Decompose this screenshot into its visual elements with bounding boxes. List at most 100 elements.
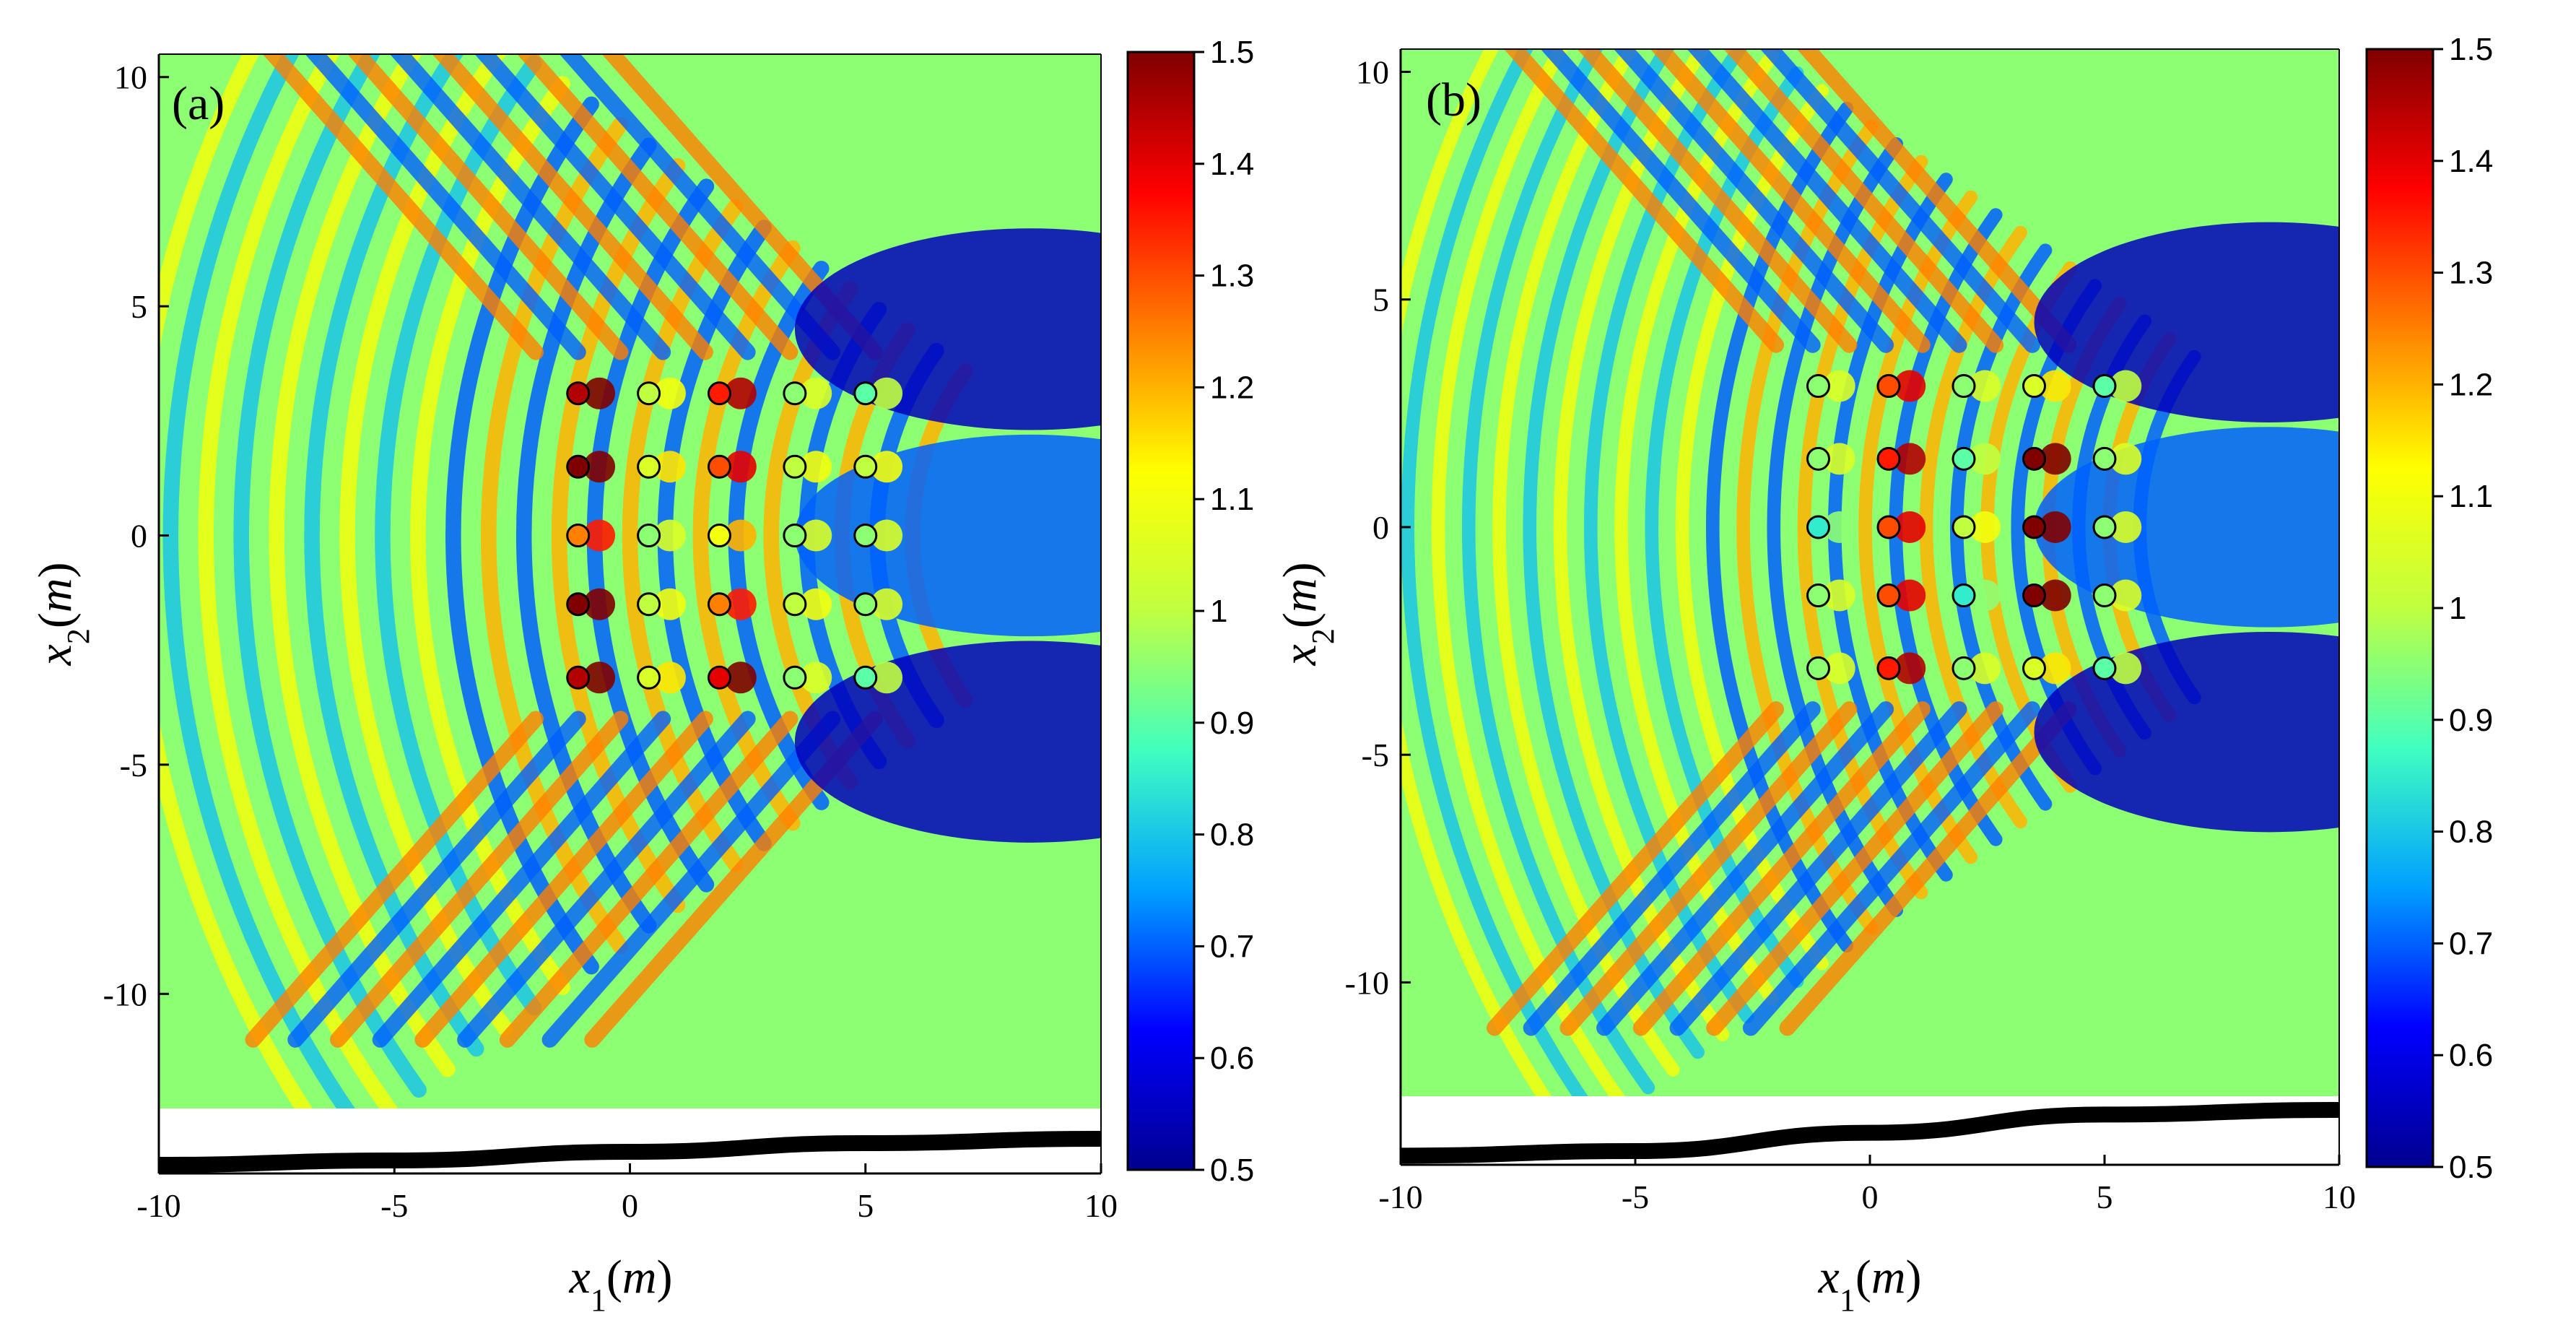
- diffraction-band: [1504, 49, 1784, 353]
- y-axis-label: x2(m): [1274, 563, 1341, 667]
- diffraction-band: [1632, 701, 1931, 1036]
- wave-crest: [692, 240, 801, 831]
- cylinder: [783, 665, 807, 690]
- colorbar-tick-label: 0.5: [1210, 1153, 1254, 1188]
- wave-crest: [1462, 49, 1655, 1095]
- cylinder-halo: [1823, 370, 1855, 402]
- wave-crest: [445, 96, 599, 975]
- cylinder-halo: [653, 661, 686, 694]
- colorbar-tick-label: 0.6: [2449, 1038, 2493, 1073]
- wave-crest: [622, 199, 743, 872]
- colorbar-tick-label: 1.4: [2449, 144, 2493, 179]
- shadow-zone: [794, 228, 1101, 843]
- cylinder-halo: [2039, 443, 2071, 475]
- y-tick-label: -10: [103, 976, 147, 1012]
- cylinder: [2092, 515, 2117, 539]
- diffraction-band: [432, 54, 713, 360]
- cylinder: [566, 381, 591, 406]
- cylinder-halo: [1969, 652, 2001, 685]
- cylinder-halo: [1894, 511, 1926, 543]
- diffraction-band: [1706, 701, 2004, 1036]
- cylinder: [1951, 446, 1976, 471]
- panel-label: (a): [172, 77, 225, 130]
- colorbar-tick-label: 1.5: [1210, 35, 1254, 70]
- cylinder: [637, 665, 661, 690]
- cylinder: [2022, 583, 2046, 608]
- wave-crest: [162, 54, 355, 1108]
- y-tick-label: 10: [114, 59, 147, 96]
- diffraction-band: [1779, 701, 2077, 1036]
- cylinder-halo: [2039, 652, 2071, 685]
- diffraction-band: [457, 711, 756, 1048]
- diffraction-band: [1577, 49, 1858, 353]
- wave-crest: [375, 55, 542, 1016]
- wave-crest: [1675, 84, 1829, 971]
- cylinder: [853, 454, 878, 479]
- heatmap-plot-area: [159, 54, 1101, 1108]
- y-axis-label: x2(m): [29, 563, 96, 667]
- cylinder-halo: [653, 451, 686, 483]
- x-tick-label: -10: [136, 1187, 180, 1224]
- cylinder: [853, 381, 878, 406]
- y-tick-label: 5: [1372, 282, 1389, 318]
- cylinder: [783, 524, 807, 548]
- diffraction-band: [1614, 49, 1894, 353]
- diffraction-band: [559, 54, 841, 360]
- diffraction-band: [245, 711, 544, 1048]
- cylinder-halo: [800, 588, 832, 620]
- colorbar-tick-label: 1.2: [2449, 367, 2493, 402]
- x-axis-label: x1(m): [1818, 1251, 1922, 1318]
- diffraction-band: [1596, 701, 1894, 1036]
- x-axis-ticks: -10 -5 0 5 10: [136, 1163, 1118, 1224]
- cylinder: [1951, 656, 1976, 680]
- cylinder-halo: [724, 377, 757, 409]
- colorbar-tick-label: 0.7: [1210, 929, 1254, 964]
- cylinder: [2092, 583, 2117, 608]
- cylinder-halo: [1823, 443, 1855, 475]
- heatmap-field: [1401, 49, 2339, 1096]
- diffraction-band: [1796, 49, 2077, 353]
- diffraction-band: [1742, 701, 2040, 1036]
- diffraction-band: [1687, 49, 1967, 353]
- cylinder: [1806, 515, 1830, 539]
- x-tick-label: 0: [1862, 1179, 1879, 1215]
- colorbar-ticks: 1.5 1.4 1.3 1.2 1.1 1 0.9 0.8 0.7 0.6 0.5: [2433, 32, 2493, 1185]
- cylinder-halo: [1969, 370, 2001, 402]
- cylinder: [707, 524, 731, 548]
- cylinder-halo: [2110, 370, 2142, 402]
- cylinder: [1876, 374, 1901, 399]
- cylinder: [853, 592, 878, 617]
- diffraction-band: [1669, 701, 1967, 1036]
- cylinder: [783, 381, 807, 406]
- cylinder-halo: [724, 661, 757, 694]
- cylinder: [1876, 515, 1901, 539]
- cylinder-halo: [2110, 511, 2142, 543]
- cylinder-halo: [583, 661, 616, 694]
- y-axis-ticks: 10 5 0 -5 -10: [1345, 54, 1411, 1001]
- cylinder-halo: [1894, 443, 1926, 475]
- cylinder-halo: [2039, 579, 2071, 612]
- cylinder-halo: [724, 451, 757, 483]
- cylinder-halo: [583, 377, 616, 409]
- colorbar-tick-label: 0.8: [2449, 815, 2493, 850]
- y-tick-label: -10: [1345, 964, 1389, 1001]
- cylinder: [707, 381, 731, 406]
- wave-crest: [551, 157, 686, 913]
- x-axis-ticks: -10 -5 0 5 10: [1378, 1155, 2356, 1215]
- cylinder: [783, 592, 807, 617]
- y-tick-label: 10: [1356, 54, 1389, 91]
- colorbar-tick-label: 1.4: [1210, 147, 1254, 182]
- cylinder: [1876, 656, 1901, 680]
- x-tick-label: -5: [380, 1187, 408, 1224]
- cylinder: [707, 454, 731, 479]
- diffraction-band: [1723, 49, 2004, 353]
- wave-crest: [1431, 49, 1625, 1096]
- cylinder: [853, 665, 878, 690]
- diffraction-band: [347, 54, 629, 360]
- x-tick-label: 10: [2323, 1179, 2356, 1215]
- cylinder-halo: [653, 588, 686, 620]
